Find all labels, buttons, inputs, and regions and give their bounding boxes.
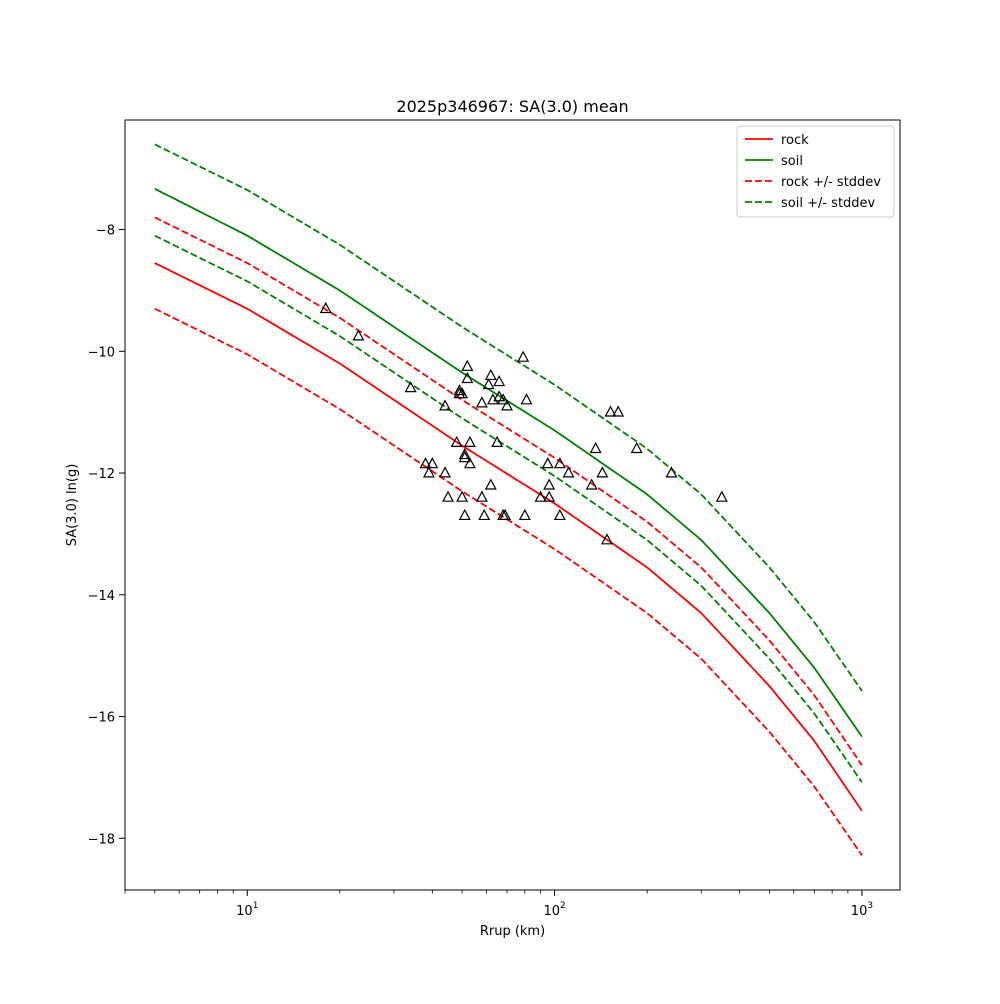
observation-point-25 (484, 368, 497, 381)
series-line-0 (154, 262, 863, 812)
y-tick-label-5: −8 (96, 224, 115, 239)
observation-point-53 (715, 490, 728, 502)
x-axis-label: Rrup (km) (480, 924, 545, 939)
observation-point-18 (461, 371, 474, 384)
legend-label-2: rock +/- stddev (781, 175, 881, 190)
observation-point-8 (442, 490, 455, 502)
observation-point-14 (458, 508, 471, 521)
observation-point-39 (541, 457, 554, 469)
observation-point-34 (501, 399, 514, 411)
observation-point-38 (534, 490, 547, 502)
observation-point-52 (665, 466, 678, 478)
observation-point-41 (543, 490, 556, 502)
observation-point-33 (499, 508, 512, 521)
observation-point-3 (419, 457, 432, 469)
observation-point-31 (497, 393, 510, 405)
observation-point-50 (612, 405, 625, 417)
legend-label-3: soil +/- stddev (781, 196, 876, 211)
observation-point-44 (562, 466, 575, 478)
observation-point-16 (458, 451, 471, 463)
observation-point-5 (426, 457, 439, 469)
observation-point-51 (630, 441, 643, 454)
y-tick-label-2: −14 (88, 589, 115, 604)
observation-point-15 (458, 448, 471, 460)
observation-point-35 (517, 350, 530, 362)
series-line-2 (154, 216, 863, 766)
series-line-1 (154, 187, 863, 738)
x-tick-label-exponent-0: 1 (253, 901, 259, 911)
axes-frame (124, 119, 901, 891)
y-tick-label-0: −18 (88, 832, 115, 847)
observation-point-17 (461, 359, 474, 371)
observation-point-4 (422, 466, 435, 478)
x-tick-label-exponent-2: 3 (867, 901, 873, 911)
series-line-5 (154, 234, 863, 783)
legend: rock soil rock +/- stddev soil +/- stddev (736, 125, 895, 218)
y-tick-label-3: −12 (88, 467, 115, 482)
observation-point-19 (463, 457, 476, 469)
observation-point-36 (518, 508, 531, 521)
observation-point-6 (439, 399, 452, 411)
observation-point-20 (463, 435, 476, 448)
observation-point-45 (585, 478, 598, 490)
y-tick-label-1: −16 (88, 711, 115, 726)
series-group (154, 143, 863, 856)
observation-point-48 (600, 533, 613, 545)
observation-point-37 (520, 393, 533, 405)
observation-point-42 (553, 457, 566, 469)
observation-point-26 (484, 478, 497, 490)
axes: 101 102 103−18−16−14−12−10−8 (88, 119, 901, 919)
legend-box (736, 125, 895, 218)
series-line-3 (154, 307, 863, 856)
series-line-4 (154, 143, 863, 692)
observation-point-2 (404, 381, 417, 393)
observation-point-12 (456, 387, 469, 399)
observation-point-21 (475, 396, 488, 408)
observation-point-29 (493, 374, 506, 387)
legend-label-1: soil (781, 154, 803, 169)
observation-point-47 (596, 466, 609, 478)
x-tick-label-exponent-1: 2 (560, 901, 566, 911)
observation-point-7 (439, 466, 452, 478)
plot-area (154, 143, 863, 856)
observation-point-13 (456, 490, 469, 502)
y-axis-label: SA(3.0) ln(g) (65, 464, 80, 547)
observation-point-9 (450, 435, 463, 448)
observation-point-40 (543, 478, 556, 490)
observation-point-28 (491, 435, 504, 448)
observation-point-1 (352, 329, 365, 341)
chart-title: 2025p346967: SA(3.0) mean (396, 97, 628, 116)
observation-point-23 (478, 508, 491, 521)
observation-point-43 (553, 508, 566, 521)
observation-point-46 (589, 441, 602, 454)
observation-point-0 (319, 301, 332, 314)
observation-point-49 (604, 405, 617, 417)
observation-point-24 (482, 378, 495, 390)
y-tick-label-4: −10 (88, 345, 115, 360)
observation-point-22 (475, 490, 488, 502)
legend-label-0: rock (781, 133, 809, 148)
